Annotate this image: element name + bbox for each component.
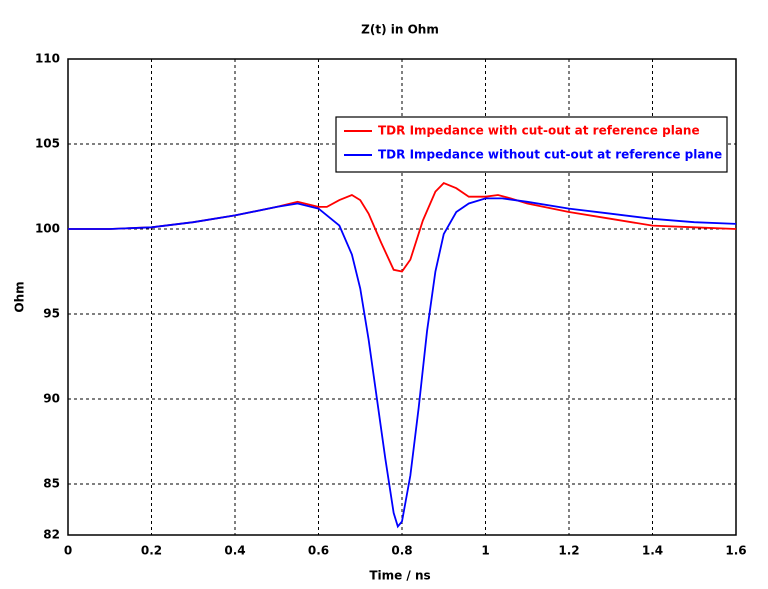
y-tick-label: 85 [43, 477, 60, 491]
y-tick-label: 110 [35, 52, 60, 66]
x-tick-label: 0 [64, 544, 72, 558]
x-tick-label: 1.6 [725, 544, 746, 558]
x-tick-label: 1 [481, 544, 489, 558]
plot-frame [67, 58, 737, 536]
x-axis-label: Time / ns [369, 569, 430, 583]
y-tick-label: 82 [43, 528, 60, 542]
legend-label: TDR Impedance with cut-out at reference … [378, 124, 700, 138]
x-tick-label: 1.4 [642, 544, 663, 558]
x-tick-label: 0.8 [391, 544, 412, 558]
legend-label: TDR Impedance without cut-out at referen… [378, 148, 722, 162]
y-tick-label: 105 [35, 137, 60, 151]
y-tick-label: 90 [43, 392, 60, 406]
x-tick-label: 0.4 [224, 544, 245, 558]
y-axis-label: Ohm [13, 281, 27, 312]
series-line [68, 197, 737, 529]
x-tick-label: 1.2 [558, 544, 579, 558]
chart-title: Z(t) in Ohm [361, 23, 439, 37]
x-tick-label: 0.2 [141, 544, 162, 558]
y-tick-label: 100 [35, 222, 60, 236]
y-tick-label: 95 [43, 307, 60, 321]
legend-box [335, 116, 728, 173]
x-tick-label: 0.6 [308, 544, 329, 558]
